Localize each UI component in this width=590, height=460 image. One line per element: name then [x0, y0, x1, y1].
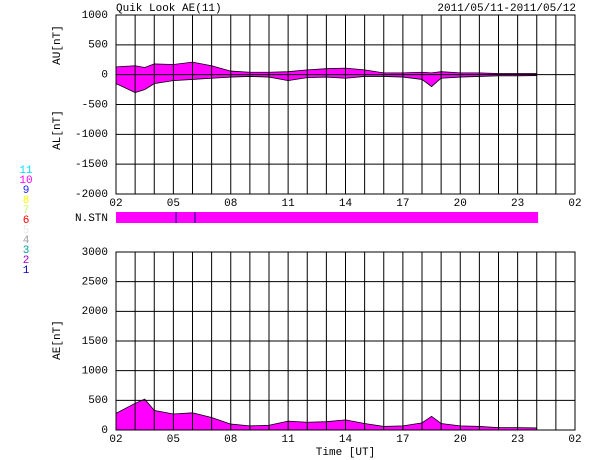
y-tick-label: 1500 [82, 336, 108, 348]
x-tick-label: 14 [339, 198, 353, 210]
plot-frame [115, 14, 576, 195]
station-legend-item: 7 [23, 205, 30, 217]
plot-frame [115, 251, 576, 431]
n-stn-label: N.STN [75, 213, 108, 225]
area-fill [116, 62, 537, 75]
x-tick-label: 23 [511, 434, 524, 446]
station-legend-item: 3 [23, 245, 30, 257]
station-legend-item: 8 [23, 195, 30, 207]
x-tick-label: 02 [109, 434, 122, 446]
station-legend-item: 11 [19, 165, 33, 177]
station-legend-item: 4 [23, 235, 30, 247]
x-tick-label: 20 [454, 434, 467, 446]
y-axis-label: AU[nT] [52, 25, 64, 65]
x-tick-label: 05 [167, 434, 180, 446]
n-stn-bar [116, 212, 539, 223]
y-axis-label: AL[nT] [52, 110, 64, 150]
y-tick-label: 0 [101, 70, 108, 82]
station-legend-item: 5 [23, 225, 30, 237]
x-tick-label: 20 [454, 198, 467, 210]
station-legend-item: 1 [23, 265, 30, 277]
y-tick-label: 500 [88, 40, 108, 52]
x-tick-label: 14 [339, 434, 353, 446]
y-tick-label: -500 [82, 99, 108, 111]
y-tick-label: 500 [88, 395, 108, 407]
y-tick-label: 2500 [82, 277, 108, 289]
x-tick-label: 02 [568, 198, 581, 210]
x-tick-label: 23 [511, 198, 524, 210]
y-tick-label: 0 [101, 425, 108, 437]
y-tick-label: 1000 [82, 366, 108, 378]
y-axis-label: AE[nT] [52, 320, 64, 360]
station-legend-item: 10 [19, 175, 32, 187]
x-tick-label: 17 [396, 198, 409, 210]
y-tick-label: 3000 [82, 247, 108, 259]
x-tick-label: 17 [396, 434, 409, 446]
y-tick-label: -1000 [75, 129, 108, 141]
date-range: 2011/05/11-2011/05/12 [437, 3, 576, 15]
x-tick-label: 11 [282, 434, 296, 446]
y-tick-label: 2000 [82, 306, 108, 318]
x-tick-label: 02 [568, 434, 581, 446]
x-tick-label: 05 [167, 198, 180, 210]
x-tick-label: 02 [109, 198, 122, 210]
area-fill [116, 399, 537, 430]
x-tick-label: 11 [282, 198, 296, 210]
y-tick-label: -1500 [75, 159, 108, 171]
y-tick-label: 1000 [82, 10, 108, 22]
plot-title: Quik Look AE(11) [116, 3, 222, 15]
station-legend-item: 9 [23, 185, 30, 197]
x-tick-label: 08 [224, 198, 237, 210]
station-legend-item: 2 [23, 255, 30, 267]
x-tick-label: 08 [224, 434, 237, 446]
y-tick-label: -2000 [75, 189, 108, 201]
station-legend-item: 6 [23, 215, 30, 227]
x-axis-label: Time [UT] [316, 447, 375, 459]
area-fill [116, 74, 537, 93]
